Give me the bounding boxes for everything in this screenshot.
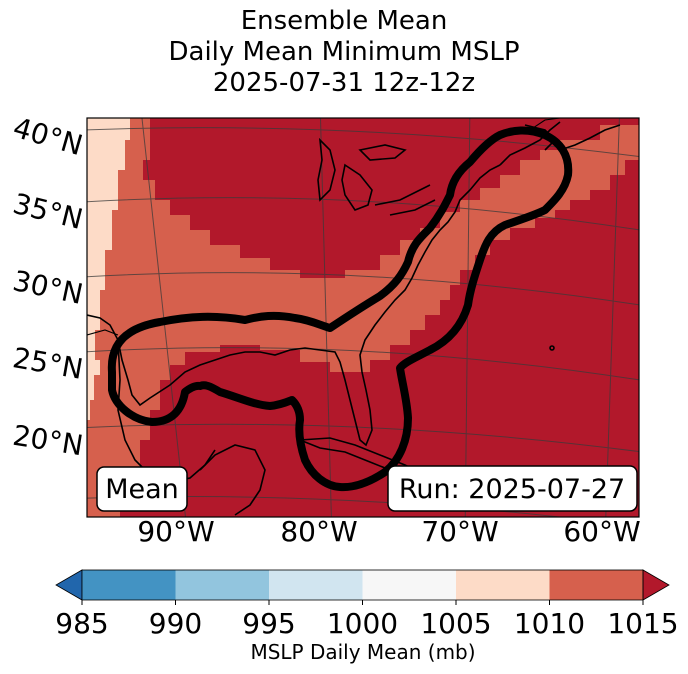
colorbar-extend-high [642, 569, 670, 601]
band-1010-1015 [87, 118, 639, 517]
colorbar-extend-low [55, 569, 83, 601]
colorbar-tick-label: 1000 [327, 607, 398, 640]
colorbar-cells [55, 569, 670, 601]
colorbar-tick-label: 990 [149, 607, 202, 640]
lon-label-80w: 80°W [280, 515, 357, 548]
map-canvas [87, 118, 639, 517]
run-box-label: Run: 2025-07-27 [399, 474, 625, 505]
colorbar-tick-label: 1015 [607, 607, 678, 640]
mean-contour [107, 126, 573, 492]
colorbar-cell [362, 570, 457, 600]
colorbar-ticks: 985 990 995 1000 1005 1010 1015 [55, 600, 679, 640]
lon-label-60w: 60°W [563, 515, 640, 548]
run-box: Run: 2025-07-27 [387, 465, 638, 512]
colorbar-cell [456, 570, 550, 600]
band-1005-1010 [87, 118, 130, 420]
colorbar-cell [82, 570, 176, 600]
colorbar-tick-label: 1005 [420, 607, 491, 640]
mean-box: Mean [96, 466, 188, 512]
title-line-1: Ensemble Mean [240, 6, 448, 36]
colorbar-cell [549, 570, 644, 600]
colorbar-tick-label: 995 [242, 607, 295, 640]
colorbar-cell [175, 570, 270, 600]
colorbar-cell [269, 570, 363, 600]
colorbar-tick-label: 1010 [514, 607, 585, 640]
lon-label-90w: 90°W [137, 515, 214, 548]
mean-box-label: Mean [105, 474, 179, 505]
colorbar-label: MSLP Daily Mean (mb) [250, 640, 476, 664]
map-frame [86, 117, 640, 518]
coastlines [87, 118, 621, 516]
title-line-3: 2025-07-31 12z-12z [212, 68, 476, 98]
title-line-2: Daily Mean Minimum MSLP [168, 37, 520, 67]
lon-label-70w: 70°W [421, 515, 498, 548]
chart-title: Ensemble Mean Daily Mean Minimum MSLP 20… [0, 6, 688, 99]
colorbar-tick-label: 985 [55, 607, 108, 640]
